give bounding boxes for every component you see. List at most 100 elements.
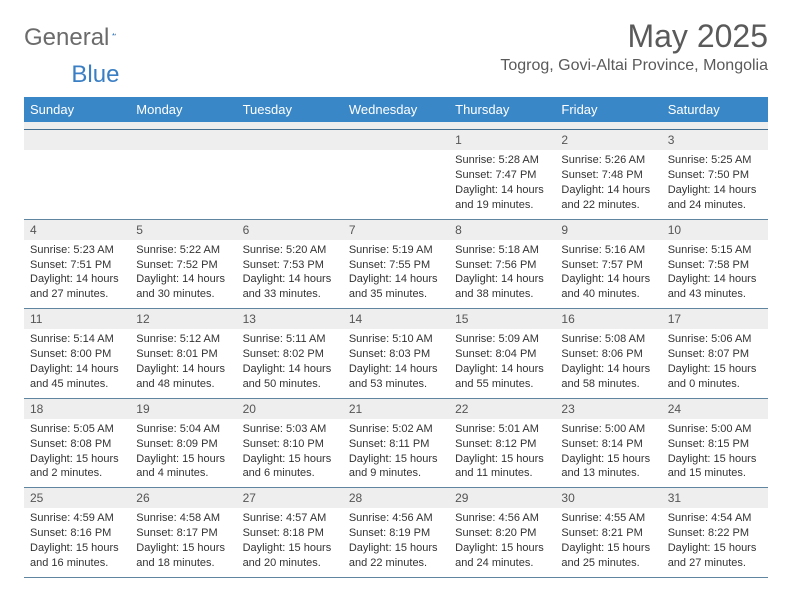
sunset-text: Sunset: 8:22 PM (668, 526, 762, 541)
day-number: 29 (449, 488, 555, 508)
sunrise-text: Sunrise: 5:22 AM (136, 243, 230, 258)
sunset-text: Sunset: 8:07 PM (668, 347, 762, 362)
day-number: 20 (237, 399, 343, 419)
sunrise-text: Sunrise: 5:20 AM (243, 243, 337, 258)
dl2-text: and 20 minutes. (243, 556, 337, 571)
dl2-text: and 11 minutes. (455, 466, 549, 481)
sunset-text: Sunset: 8:12 PM (455, 437, 549, 452)
dl1-text: Daylight: 15 hours (30, 541, 124, 556)
day-cell: 25Sunrise: 4:59 AMSunset: 8:16 PMDayligh… (24, 488, 130, 577)
day-number: 6 (237, 220, 343, 240)
day-cell: 11Sunrise: 5:14 AMSunset: 8:00 PMDayligh… (24, 309, 130, 398)
sunrise-text: Sunrise: 5:01 AM (455, 422, 549, 437)
dl1-text: Daylight: 15 hours (455, 452, 549, 467)
day-number (343, 130, 449, 150)
dl2-text: and 40 minutes. (561, 287, 655, 302)
dl1-text: Daylight: 14 hours (30, 272, 124, 287)
day-number (24, 130, 130, 150)
dow-sunday: Sunday (24, 97, 130, 122)
day-number: 30 (555, 488, 661, 508)
day-cell: 3Sunrise: 5:25 AMSunset: 7:50 PMDaylight… (662, 130, 768, 219)
sunrise-text: Sunrise: 5:03 AM (243, 422, 337, 437)
dl1-text: Daylight: 14 hours (561, 362, 655, 377)
sunset-text: Sunset: 8:09 PM (136, 437, 230, 452)
day-cell: 9Sunrise: 5:16 AMSunset: 7:57 PMDaylight… (555, 220, 661, 309)
day-cell-empty (237, 130, 343, 219)
sunset-text: Sunset: 8:02 PM (243, 347, 337, 362)
day-cell: 23Sunrise: 5:00 AMSunset: 8:14 PMDayligh… (555, 399, 661, 488)
sunset-text: Sunset: 7:53 PM (243, 258, 337, 273)
day-number: 15 (449, 309, 555, 329)
dl2-text: and 45 minutes. (30, 377, 124, 392)
day-number: 24 (662, 399, 768, 419)
brand-part2: Blue (71, 61, 119, 89)
sunrise-text: Sunrise: 5:08 AM (561, 332, 655, 347)
day-cell: 28Sunrise: 4:56 AMSunset: 8:19 PMDayligh… (343, 488, 449, 577)
day-cell: 21Sunrise: 5:02 AMSunset: 8:11 PMDayligh… (343, 399, 449, 488)
day-cell: 17Sunrise: 5:06 AMSunset: 8:07 PMDayligh… (662, 309, 768, 398)
sunrise-text: Sunrise: 5:09 AM (455, 332, 549, 347)
day-cell: 12Sunrise: 5:12 AMSunset: 8:01 PMDayligh… (130, 309, 236, 398)
day-number: 16 (555, 309, 661, 329)
week-row: 18Sunrise: 5:05 AMSunset: 8:08 PMDayligh… (24, 399, 768, 489)
day-number: 17 (662, 309, 768, 329)
dl1-text: Daylight: 14 hours (668, 183, 762, 198)
sunrise-text: Sunrise: 5:11 AM (243, 332, 337, 347)
dl2-text: and 38 minutes. (455, 287, 549, 302)
week-row: 25Sunrise: 4:59 AMSunset: 8:16 PMDayligh… (24, 488, 768, 578)
day-number: 9 (555, 220, 661, 240)
dl1-text: Daylight: 14 hours (243, 362, 337, 377)
dl2-text: and 30 minutes. (136, 287, 230, 302)
dl2-text: and 33 minutes. (243, 287, 337, 302)
sunset-text: Sunset: 8:03 PM (349, 347, 443, 362)
sunset-text: Sunset: 8:15 PM (668, 437, 762, 452)
sunrise-text: Sunrise: 4:58 AM (136, 511, 230, 526)
sunset-text: Sunset: 7:51 PM (30, 258, 124, 273)
day-cell: 24Sunrise: 5:00 AMSunset: 8:15 PMDayligh… (662, 399, 768, 488)
dl1-text: Daylight: 14 hours (561, 183, 655, 198)
day-cell-empty (343, 130, 449, 219)
dl2-text: and 2 minutes. (30, 466, 124, 481)
day-number: 19 (130, 399, 236, 419)
sunset-text: Sunset: 8:04 PM (455, 347, 549, 362)
calendar-page: General May 2025 Togrog, Govi-Altai Prov… (0, 0, 792, 578)
location-text: Togrog, Govi-Altai Province, Mongolia (500, 57, 768, 75)
sunrise-text: Sunrise: 5:16 AM (561, 243, 655, 258)
day-cell: 20Sunrise: 5:03 AMSunset: 8:10 PMDayligh… (237, 399, 343, 488)
day-cell: 1Sunrise: 5:28 AMSunset: 7:47 PMDaylight… (449, 130, 555, 219)
dl1-text: Daylight: 15 hours (243, 452, 337, 467)
day-number: 12 (130, 309, 236, 329)
dl2-text: and 15 minutes. (668, 466, 762, 481)
sunset-text: Sunset: 7:47 PM (455, 168, 549, 183)
brand-logo: General (24, 24, 136, 52)
dow-tuesday: Tuesday (237, 97, 343, 122)
day-cell: 26Sunrise: 4:58 AMSunset: 8:17 PMDayligh… (130, 488, 236, 577)
dl2-text: and 19 minutes. (455, 198, 549, 213)
sunrise-text: Sunrise: 5:19 AM (349, 243, 443, 258)
day-number: 8 (449, 220, 555, 240)
day-cell: 29Sunrise: 4:56 AMSunset: 8:20 PMDayligh… (449, 488, 555, 577)
week-row: 11Sunrise: 5:14 AMSunset: 8:00 PMDayligh… (24, 309, 768, 399)
sunrise-text: Sunrise: 5:28 AM (455, 153, 549, 168)
dl1-text: Daylight: 15 hours (136, 452, 230, 467)
dl1-text: Daylight: 15 hours (349, 452, 443, 467)
dl2-text: and 0 minutes. (668, 377, 762, 392)
dl2-text: and 6 minutes. (243, 466, 337, 481)
day-number: 18 (24, 399, 130, 419)
sunrise-text: Sunrise: 5:14 AM (30, 332, 124, 347)
sunset-text: Sunset: 8:19 PM (349, 526, 443, 541)
sunrise-text: Sunrise: 5:12 AM (136, 332, 230, 347)
dl2-text: and 22 minutes. (349, 556, 443, 571)
sunrise-text: Sunrise: 4:55 AM (561, 511, 655, 526)
day-cell: 7Sunrise: 5:19 AMSunset: 7:55 PMDaylight… (343, 220, 449, 309)
week-row: 4Sunrise: 5:23 AMSunset: 7:51 PMDaylight… (24, 220, 768, 310)
sunrise-text: Sunrise: 5:26 AM (561, 153, 655, 168)
sunrise-text: Sunrise: 5:06 AM (668, 332, 762, 347)
dl2-text: and 58 minutes. (561, 377, 655, 392)
dl1-text: Daylight: 15 hours (30, 452, 124, 467)
sunrise-text: Sunrise: 4:59 AM (30, 511, 124, 526)
dl1-text: Daylight: 14 hours (136, 362, 230, 377)
dow-saturday: Saturday (662, 97, 768, 122)
day-cell: 30Sunrise: 4:55 AMSunset: 8:21 PMDayligh… (555, 488, 661, 577)
dl2-text: and 50 minutes. (243, 377, 337, 392)
